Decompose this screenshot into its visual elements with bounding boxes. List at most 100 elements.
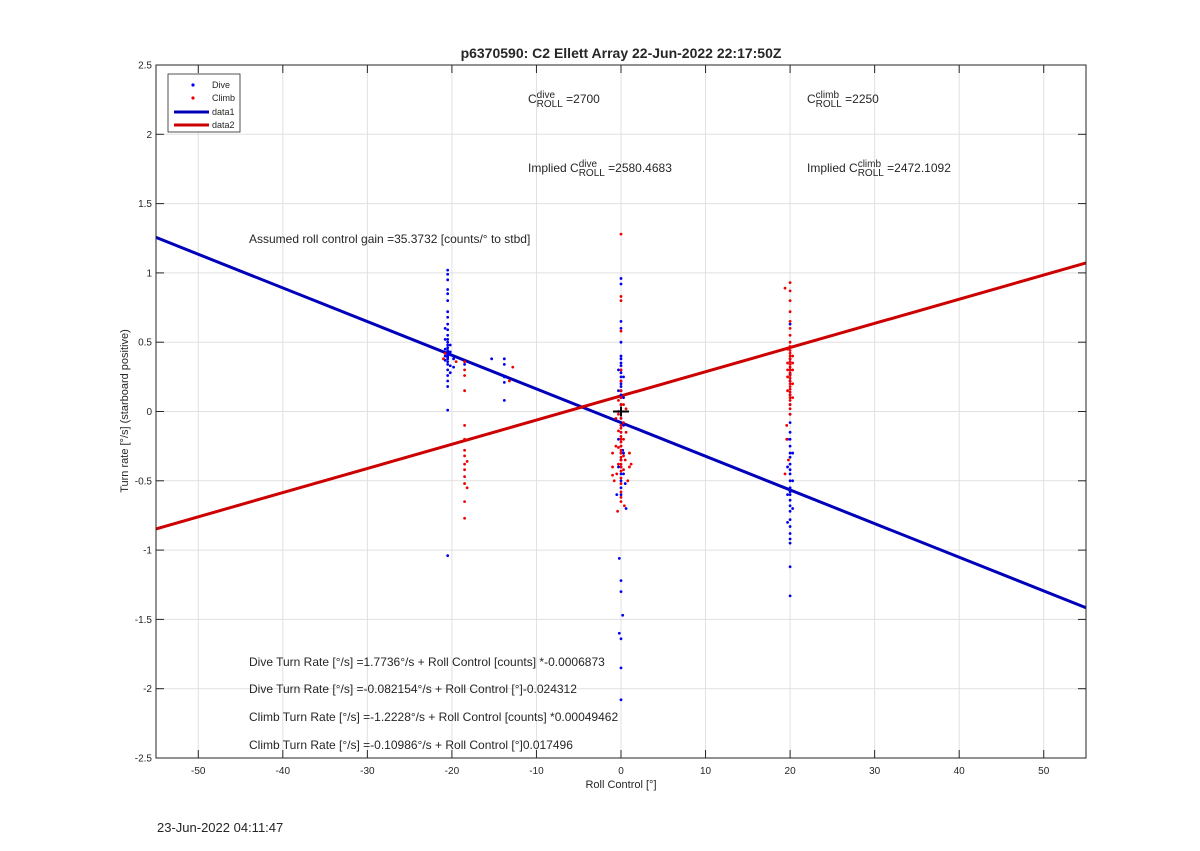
data-point-climb <box>619 423 623 427</box>
legend-box <box>167 73 241 133</box>
y-tick-label: -2.5 <box>135 754 153 765</box>
data-point-climb <box>619 426 623 430</box>
data-point-climb <box>619 500 623 503</box>
data-point-dive <box>619 590 623 594</box>
data-point-climb <box>788 289 792 293</box>
data-point-dive <box>502 375 506 379</box>
data-point-climb <box>788 376 792 380</box>
data-point-dive <box>788 498 792 502</box>
annotation-eq3: Climb Turn Rate [°/s] =-1.2228°/s + Roll… <box>249 710 618 724</box>
legend-marker-climb <box>191 96 195 100</box>
data-point-climb <box>454 360 458 364</box>
x-tick-label: -10 <box>529 766 544 777</box>
data-point-climb <box>628 465 631 469</box>
data-point-climb <box>619 437 623 441</box>
data-point-dive <box>786 520 789 524</box>
legend-label-dive: Dive <box>212 80 230 90</box>
data-point-dive <box>617 437 620 441</box>
data-point-climb <box>786 389 789 393</box>
data-point-climb <box>622 421 625 424</box>
data-point-climb <box>786 368 789 372</box>
data-point-dive <box>791 479 795 483</box>
data-point-climb <box>786 375 789 379</box>
data-point-climb <box>626 479 630 483</box>
data-point-dive <box>448 353 452 357</box>
data-point-dive <box>619 472 623 476</box>
data-point-dive <box>446 292 450 296</box>
data-point-climb <box>791 396 795 400</box>
data-point-climb <box>617 429 620 433</box>
data-point-dive <box>446 299 450 303</box>
fit-line-data1 <box>155 236 1087 610</box>
data-point-dive <box>617 368 620 372</box>
data-point-dive <box>788 532 792 535</box>
annotation-c-dive: Cdive ROLL =2700 <box>528 90 600 110</box>
data-point-dive <box>617 465 620 469</box>
data-point-climb <box>788 357 792 361</box>
data-point-dive <box>617 389 620 393</box>
data-point-dive <box>788 486 792 490</box>
data-point-dive <box>448 364 452 368</box>
x-tick-label: 10 <box>700 766 712 777</box>
data-point-dive <box>619 357 623 361</box>
data-point-climb <box>791 354 795 358</box>
data-point-climb <box>463 462 466 466</box>
data-point-dive <box>619 320 623 323</box>
data-point-dive <box>446 315 450 319</box>
data-point-climb <box>619 295 623 298</box>
y-tick-label: -1 <box>143 546 152 557</box>
data-point-dive <box>788 455 792 459</box>
legend-label-data2: data2 <box>212 120 235 130</box>
data-point-climb <box>617 462 620 466</box>
data-point-dive <box>446 340 450 344</box>
data-point-climb <box>791 368 795 372</box>
data-point-dive <box>624 507 628 510</box>
data-point-climb <box>783 286 787 290</box>
legend-label-climb: Climb <box>212 93 235 103</box>
data-point-climb <box>611 451 614 455</box>
y-tick-label: 0.5 <box>138 338 152 349</box>
data-point-dive <box>443 338 447 341</box>
axis-ticks: -50 -40 -30 -20 -10 0 10 20 30 40 50-2.5-2-1.5-1-0… <box>135 61 1086 777</box>
data-point-climb <box>788 362 792 366</box>
x-tick-label: 30 <box>869 766 881 777</box>
data-point-climb <box>463 482 466 485</box>
x-axis-label: Roll Control [°] <box>585 779 656 791</box>
data-point-climb <box>622 437 625 441</box>
data-point-dive <box>502 357 506 361</box>
data-point-climb <box>619 465 623 469</box>
data-point-dive <box>446 272 450 276</box>
data-point-dive <box>446 333 450 337</box>
data-point-dive <box>622 451 625 455</box>
data-point-climb <box>463 516 466 520</box>
data-point-dive <box>788 421 792 424</box>
data-point-dive <box>791 507 795 510</box>
data-point-climb <box>619 440 623 444</box>
data-point-dive <box>619 579 623 582</box>
mean-marker <box>613 406 629 417</box>
data-point-climb <box>619 299 623 303</box>
data-point-climb <box>788 374 792 377</box>
data-point-dive <box>615 493 619 497</box>
y-tick-label: -0.5 <box>135 476 153 487</box>
data-point-climb <box>788 351 792 355</box>
data-point-dive <box>443 347 447 351</box>
data-point-dive <box>788 479 792 483</box>
data-point-climb <box>788 349 792 352</box>
data-point-dive <box>446 343 450 347</box>
data-point-dive <box>619 493 623 497</box>
data-point-dive <box>622 396 625 400</box>
data-point-climb <box>511 365 515 369</box>
y-tick-label: 0 <box>146 407 152 418</box>
data-point-dive <box>619 393 623 397</box>
annotation-gain: Assumed roll control gain =35.3732 [coun… <box>249 232 530 246</box>
data-point-climb <box>788 344 792 348</box>
y-tick-label: 1 <box>146 268 152 279</box>
data-point-climb <box>463 475 466 479</box>
data-point-climb <box>788 399 792 402</box>
data-point-climb <box>788 387 792 391</box>
annotation-implied-climb: Implied Cclimb ROLL =2472.1092 <box>807 159 951 179</box>
y-tick-label: 1.5 <box>138 199 152 210</box>
annotation-eq2: Dive Turn Rate [°/s] =-0.082154°/s + Rol… <box>249 682 577 696</box>
data-point-climb <box>619 462 623 466</box>
